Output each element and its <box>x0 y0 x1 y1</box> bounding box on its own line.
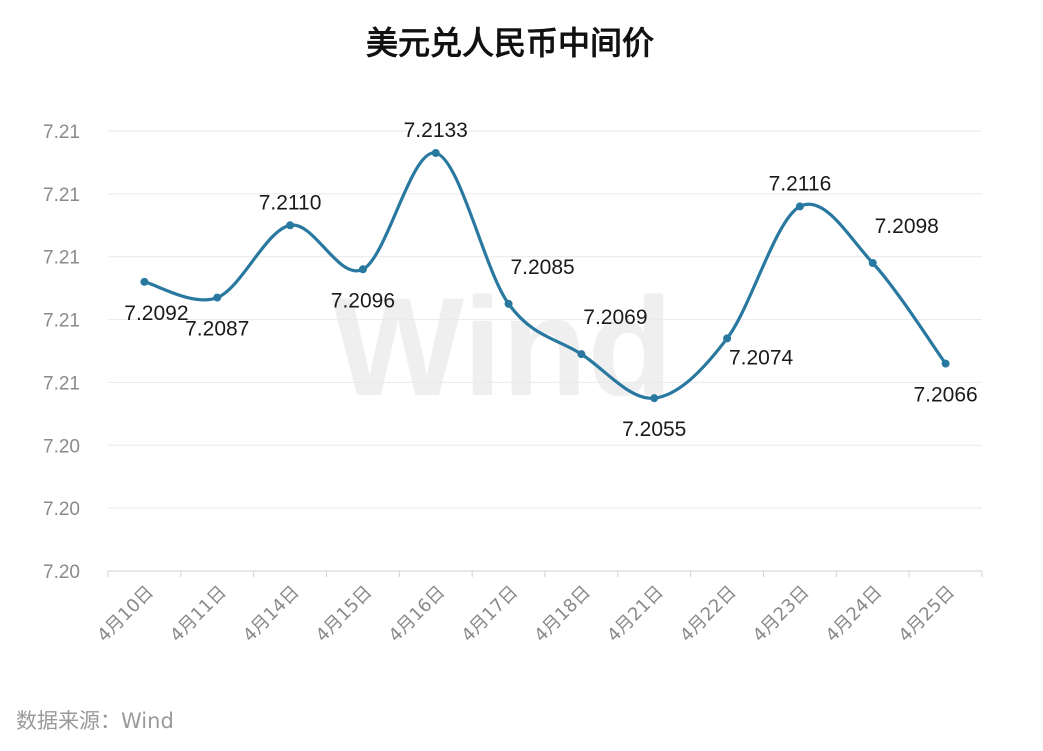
data-label: 7.2055 <box>622 418 686 441</box>
y-tick-label: 7.21 <box>43 122 80 143</box>
data-point <box>650 394 659 403</box>
x-tick-label: 4月17日 <box>458 582 523 647</box>
x-tick-label: 4月18日 <box>530 582 595 647</box>
data-label: 7.2087 <box>185 318 249 341</box>
data-point <box>868 259 877 267</box>
data-label: 7.2110 <box>259 191 322 214</box>
data-point <box>358 265 367 274</box>
y-tick-label: 7.21 <box>43 373 80 394</box>
series <box>140 149 950 403</box>
x-tick-label: 4月24日 <box>822 582 887 647</box>
data-point <box>140 277 149 286</box>
x-tick-label: 4月15日 <box>312 582 377 647</box>
data-label: 7.2098 <box>875 215 939 238</box>
data-label: 7.2074 <box>729 346 794 369</box>
x-tick-label: 4月16日 <box>385 582 450 647</box>
x-tick-label: 4月25日 <box>895 582 960 647</box>
data-label: 7.2116 <box>769 172 832 195</box>
source-note: 数据来源：Wind <box>16 709 174 733</box>
y-axis: 7.20 7.20 7.20 7.21 7.21 7.21 7.21 7.21 <box>43 122 80 583</box>
y-tick-label: 7.20 <box>43 499 80 520</box>
data-point <box>286 221 295 230</box>
y-tick-label: 7.21 <box>43 248 80 269</box>
x-tick-label: 4月10日 <box>93 582 158 647</box>
x-tick-label: 4月14日 <box>239 582 304 647</box>
x-tick-label: 4月22日 <box>676 582 741 647</box>
y-tick-label: 7.21 <box>43 185 80 206</box>
grid <box>108 130 982 509</box>
data-point <box>577 350 586 359</box>
data-label: 7.2085 <box>510 256 574 279</box>
y-tick-label: 7.21 <box>43 311 80 332</box>
data-point <box>504 299 513 308</box>
data-label: 7.2092 <box>124 302 188 325</box>
data-label: 7.2133 <box>404 119 468 142</box>
data-point <box>795 202 804 211</box>
chart-title: 美元兑人民币中间价 <box>366 24 654 62</box>
y-tick-label: 7.20 <box>43 562 80 583</box>
data-point <box>723 334 732 343</box>
data-label: 7.2066 <box>913 384 977 407</box>
data-point <box>941 359 950 368</box>
y-tick-label: 7.20 <box>43 436 80 457</box>
data-label: 7.2096 <box>331 289 395 312</box>
data-label: 7.2069 <box>583 306 647 329</box>
data-point <box>431 149 440 157</box>
x-tick-label: 4月11日 <box>166 582 231 647</box>
x-tick-label: 4月21日 <box>603 582 668 647</box>
data-point <box>213 293 222 302</box>
x-axis: 4月10日 4月11日 4月14日 4月15日 4月16日 4月17日 4月18日 4月21日… <box>93 570 983 647</box>
x-tick-label: 4月23日 <box>749 582 814 647</box>
